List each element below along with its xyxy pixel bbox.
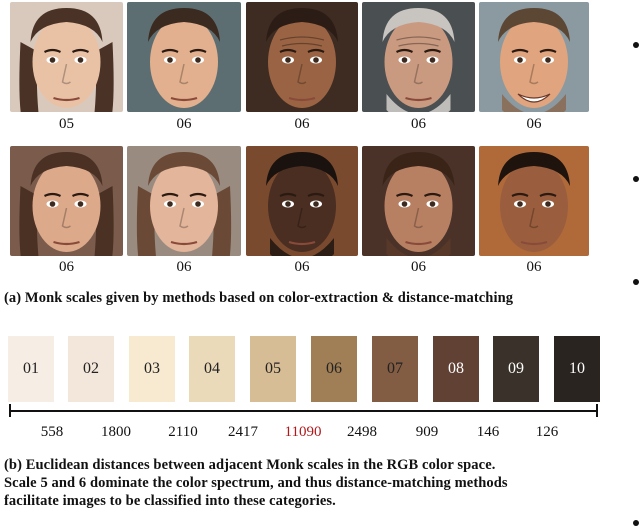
face-image <box>246 146 358 256</box>
monk-swatch: 06 <box>311 336 357 402</box>
distance-value: 2498 <box>347 424 377 440</box>
face-image <box>246 2 358 112</box>
bullet-dot <box>633 42 639 48</box>
monk-swatch-label: 10 <box>569 360 585 377</box>
face-monk-label: 06 <box>294 116 310 132</box>
monk-swatch-label: 06 <box>326 360 342 377</box>
monk-swatch: 08 <box>433 336 479 402</box>
distance-axis <box>10 410 598 412</box>
monk-swatch-label: 08 <box>448 360 464 377</box>
monk-swatch: 04 <box>189 336 235 402</box>
monk-swatch: 10 <box>554 336 600 402</box>
caption-b-line-3: facilitate images to be classified into … <box>4 493 336 509</box>
face-monk-label: 06 <box>526 259 542 275</box>
distance-value: 2417 <box>228 424 258 440</box>
monk-swatch: 09 <box>493 336 539 402</box>
caption-a: (a) Monk scales given by methods based o… <box>4 290 514 306</box>
monk-swatch: 02 <box>68 336 114 402</box>
distance-value: 11090 <box>284 424 322 440</box>
monk-swatch-label: 04 <box>204 360 220 377</box>
distance-value: 1800 <box>101 424 131 440</box>
face-monk-label: 06 <box>411 116 426 132</box>
monk-swatch: 05 <box>250 336 296 402</box>
bullet-dot <box>633 279 639 285</box>
monk-swatch: 01 <box>8 336 54 402</box>
face-image <box>10 146 123 256</box>
face-image <box>362 2 475 112</box>
face-monk-label: 06 <box>176 259 192 275</box>
face-image <box>479 2 589 112</box>
bullet-dot <box>633 176 639 182</box>
face-image <box>127 146 241 256</box>
distance-value: 2110 <box>168 424 198 440</box>
monk-swatch-label: 09 <box>508 360 524 377</box>
bullet-dot <box>633 520 639 526</box>
face-image <box>362 146 475 256</box>
monk-swatch-label: 07 <box>387 360 403 377</box>
face-monk-label: 06 <box>59 259 74 275</box>
monk-swatch-label: 01 <box>23 360 39 377</box>
face-monk-label: 06 <box>294 259 310 275</box>
face-monk-label: 06 <box>411 259 426 275</box>
face-monk-label: 06 <box>526 116 542 132</box>
caption-b-line-1: (b) Euclidean distances between adjacent… <box>4 457 496 473</box>
face-monk-label: 06 <box>176 116 192 132</box>
distance-value: 558 <box>40 424 64 440</box>
face-image <box>10 2 123 112</box>
face-image <box>127 2 241 112</box>
distance-value: 146 <box>476 424 500 440</box>
axis-left-tick <box>9 404 11 417</box>
monk-swatch: 03 <box>129 336 175 402</box>
monk-swatch-label: 03 <box>144 360 160 377</box>
face-monk-label: 05 <box>59 116 74 132</box>
monk-swatch: 07 <box>372 336 418 402</box>
axis-right-tick <box>596 404 598 417</box>
monk-swatch-label: 02 <box>83 360 99 377</box>
face-image <box>479 146 589 256</box>
monk-swatch-label: 05 <box>265 360 281 377</box>
caption-b-line-2: Scale 5 and 6 dominate the color spectru… <box>4 475 508 491</box>
distance-value: 909 <box>415 424 439 440</box>
distance-value: 126 <box>535 424 559 440</box>
